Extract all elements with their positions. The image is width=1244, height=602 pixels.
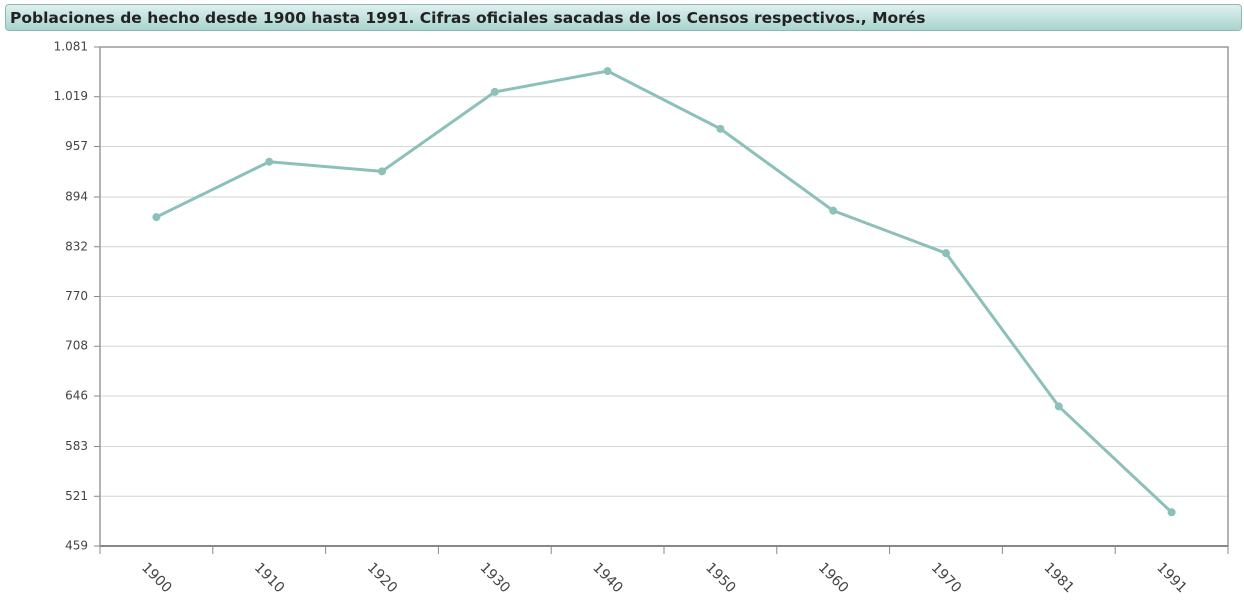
y-tick-label: 459	[65, 539, 88, 553]
point	[829, 206, 838, 215]
y-tick-label: 1.081	[54, 40, 88, 54]
series-line	[155, 69, 1173, 514]
point	[942, 249, 950, 258]
point	[1167, 508, 1176, 517]
chart-title: Poblaciones de hecho desde 1900 hasta 19…	[5, 4, 1242, 31]
x-tick-label: 1900	[138, 560, 175, 597]
y-tick-label: 583	[65, 439, 88, 453]
y-tick-label: 957	[65, 139, 88, 153]
x-tick-label: 1991	[1153, 560, 1190, 597]
x-tick-label: 1960	[815, 560, 852, 597]
x-tick-label: 1950	[702, 560, 739, 597]
x-tick-label: 1940	[589, 560, 626, 597]
x-tick-label: 1970	[928, 560, 965, 597]
x-tick-label: 1981	[1041, 560, 1078, 597]
point	[1054, 402, 1063, 411]
y-tick-label: 521	[65, 489, 88, 503]
y-tick-label: 646	[65, 388, 88, 402]
point	[265, 157, 274, 166]
point	[603, 67, 612, 76]
point	[716, 124, 725, 133]
point	[490, 87, 499, 96]
x-tick-label: 1920	[364, 560, 401, 597]
y-tick-label: 770	[65, 289, 88, 303]
point	[378, 167, 386, 176]
x-tick-label: 1930	[477, 560, 514, 597]
point	[152, 213, 161, 222]
y-tick-label: 1.019	[54, 89, 88, 103]
y-tick-label: 894	[65, 190, 88, 204]
y-tick-label: 832	[65, 239, 88, 253]
x-tick-label: 1910	[251, 560, 288, 597]
y-tick-label: 708	[65, 339, 88, 353]
